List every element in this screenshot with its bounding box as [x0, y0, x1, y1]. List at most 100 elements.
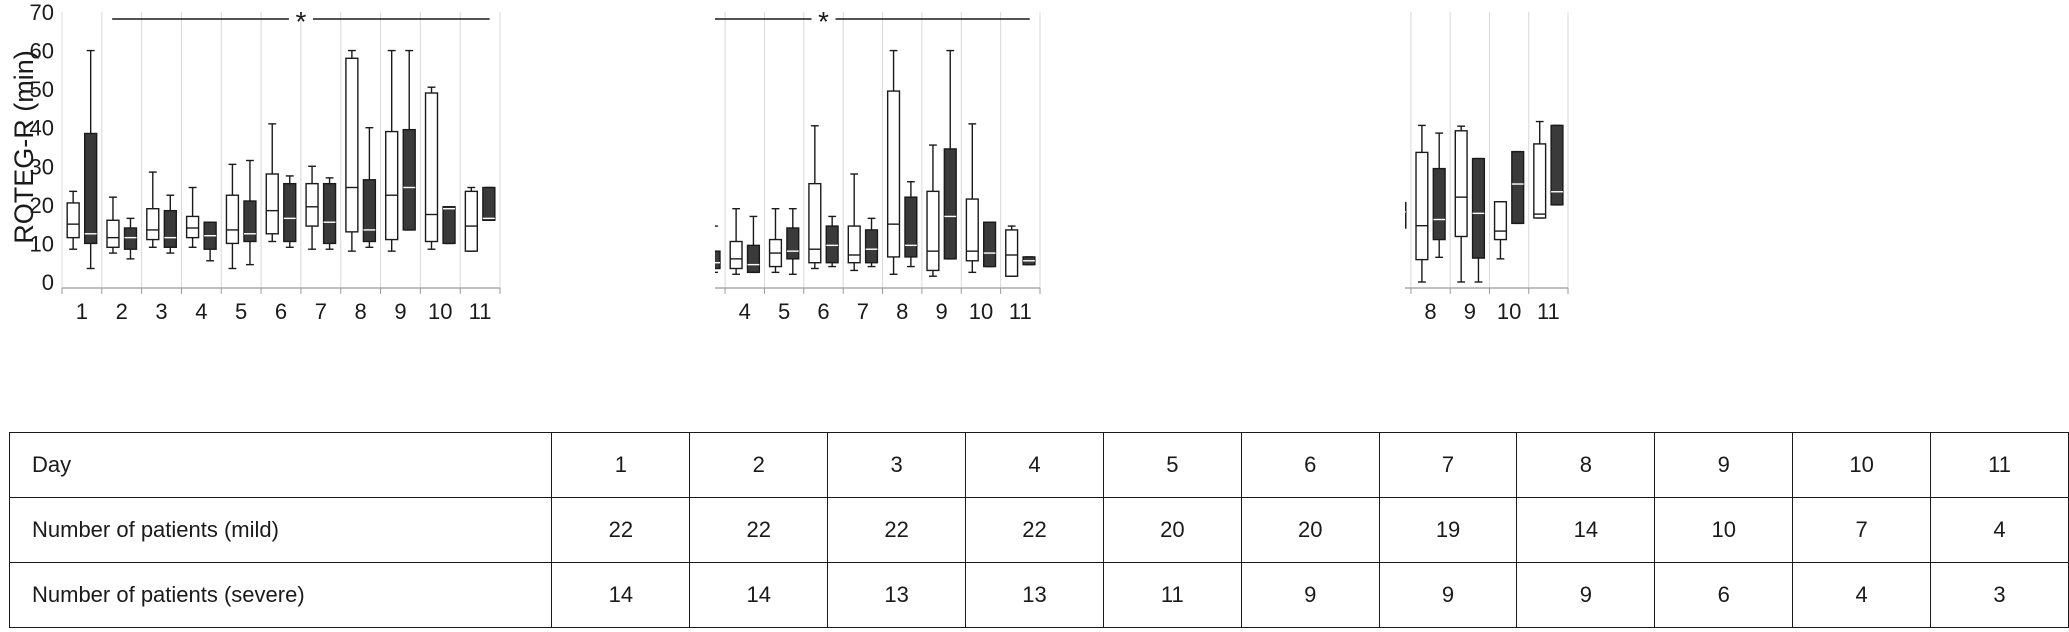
table-cell: 20 [1102, 497, 1242, 563]
roteg-r-box [146, 208, 160, 241]
roteg-r-y-tick-label: 0 [42, 270, 54, 295]
roteg-r-box [385, 130, 399, 241]
table-cell: 13 [965, 562, 1104, 628]
table-row: Number of patients (mild) 22 22 22 22 20 20 19 1… [8, 497, 2069, 563]
chart-roteg-r: 0 10 20 30 40 50 60 70 ROTEG-R (min) 1 2 3 4 5 6 7 8 9 10 1… [0, 0, 520, 400]
roteg-k-x-tick-label: 9 [935, 299, 947, 324]
roteg-k-box [886, 90, 901, 258]
table-cell: 10 [1654, 497, 1794, 563]
roteg-me-box [1471, 157, 1486, 259]
roteg-r-x-tick-label: 11 [469, 299, 492, 324]
chart-roteg-r-svg: 0 10 20 30 40 50 60 70 ROTEG-R (min) 1 2 3 4 5 6 7 8 9 10 1… [9, 0, 501, 324]
roteg-k-box [965, 198, 979, 262]
roteg-me-box [1550, 124, 1564, 206]
chart-roteg-me: 050100150200250300350ROTEG-ME12345678910… [1405, 0, 2069, 400]
roteg-k-box [943, 148, 957, 260]
patient-count-table: Day 1 2 3 4 5 6 7 8 9 10 11 Number of patients (mild… [8, 432, 2069, 628]
roteg-k-box [786, 227, 800, 260]
roteg-r-x-tick-label: 1 [76, 299, 88, 324]
table-cell: 9 [1378, 562, 1518, 628]
roteg-r-x-tick-label: 2 [116, 299, 128, 324]
roteg-r-box [123, 227, 138, 250]
roteg-r-x-tick-label: 7 [315, 299, 327, 324]
roteg-r-box [225, 194, 240, 245]
roteg-me-box [1415, 151, 1429, 261]
roteg-r-box [402, 128, 416, 231]
roteg-k-significance-marker: * [818, 6, 829, 37]
table-cell: 9 [1654, 432, 1794, 498]
roteg-r-box [106, 219, 120, 248]
table-cell: 20 [1240, 497, 1380, 563]
roteg-me-box [1454, 130, 1468, 238]
table-cell: 14 [689, 562, 829, 628]
roteg-me-box [1511, 150, 1525, 225]
roteg-k-box [746, 244, 761, 274]
table-row: Day 1 2 3 4 5 6 7 8 9 10 11 [8, 432, 2069, 498]
roteg-r-y-tick-label: 30 [30, 154, 54, 179]
roteg-k-box [983, 221, 997, 268]
roteg-k-x-tick-label: 11 [1009, 299, 1032, 324]
roteg-k-box [864, 229, 879, 264]
roteg-me-x-tick-label: 8 [1424, 299, 1436, 324]
table-cell: 5 [1102, 432, 1242, 498]
table-cell: 22 [551, 497, 691, 563]
table-cell: 11 [1102, 562, 1242, 628]
table-cell: 3 [1930, 562, 2069, 628]
table-cell: 3 [827, 432, 967, 498]
roteg-r-box [345, 57, 359, 233]
roteg-me-x-tick-label: 10 [1497, 299, 1521, 324]
table-cell: 22 [827, 497, 967, 563]
roteg-r-box [265, 173, 279, 235]
roteg-r-x-tick-label: 10 [428, 299, 452, 324]
roteg-k-box [847, 225, 861, 264]
table-cell: 4 [1930, 497, 2069, 563]
roteg-r-y-tick-label: 40 [30, 116, 54, 141]
roteg-r-box [424, 92, 439, 243]
table-cell: 19 [1378, 497, 1518, 563]
table-row-label: Number of patients (severe) [8, 562, 553, 628]
table-cell: 13 [827, 562, 967, 628]
roteg-k-box [715, 250, 721, 270]
table-cell: 22 [689, 497, 829, 563]
roteg-r-box [442, 206, 456, 245]
roteg-me-box [1533, 143, 1547, 219]
table-cell: 22 [965, 497, 1104, 563]
roteg-me-x-tick-label: 11 [1537, 299, 1560, 324]
table-cell: 1 [551, 432, 691, 498]
table-cell: 9 [1240, 562, 1380, 628]
table-cell: 6 [1240, 432, 1380, 498]
roteg-r-x-tick-label: 5 [235, 299, 247, 324]
roteg-r-x-tick-label: 4 [195, 299, 207, 324]
roteg-r-y-tick-label: 50 [30, 77, 54, 102]
roteg-r-x-tick-label: 8 [355, 299, 367, 324]
roteg-r-box [362, 179, 377, 243]
roteg-k-box [1005, 229, 1019, 277]
roteg-k-box [729, 240, 743, 270]
table-cell: 4 [965, 432, 1104, 498]
table-cell: 14 [1516, 497, 1656, 563]
table-cell: 10 [1792, 432, 1932, 498]
roteg-r-x-tick-label: 3 [155, 299, 167, 324]
roteg-r-x-tick-label: 9 [394, 299, 406, 324]
roteg-r-box [322, 182, 337, 245]
roteg-k-x-tick-label: 5 [778, 299, 790, 324]
table-cell: 9 [1516, 562, 1656, 628]
roteg-me-box [1405, 201, 1407, 229]
table-cell: 7 [1378, 432, 1518, 498]
table-row: Number of patients (severe) 14 14 13 13 11 9 9 9… [8, 562, 2069, 628]
roteg-me-box [1432, 167, 1446, 241]
roteg-k-x-tick-label: 7 [857, 299, 869, 324]
table-cell: 7 [1792, 497, 1932, 563]
table-cell: 11 [1930, 432, 2069, 498]
table-cell: 6 [1654, 562, 1794, 628]
roteg-k-box [904, 196, 918, 258]
roteg-k-box [926, 190, 940, 272]
roteg-r-box [305, 182, 319, 227]
roteg-k-box [825, 225, 839, 264]
table-row-label: Number of patients (mild) [8, 497, 553, 563]
table-cell: 14 [551, 562, 691, 628]
table-cell: 8 [1516, 432, 1656, 498]
table-row-label: Day [8, 432, 553, 498]
